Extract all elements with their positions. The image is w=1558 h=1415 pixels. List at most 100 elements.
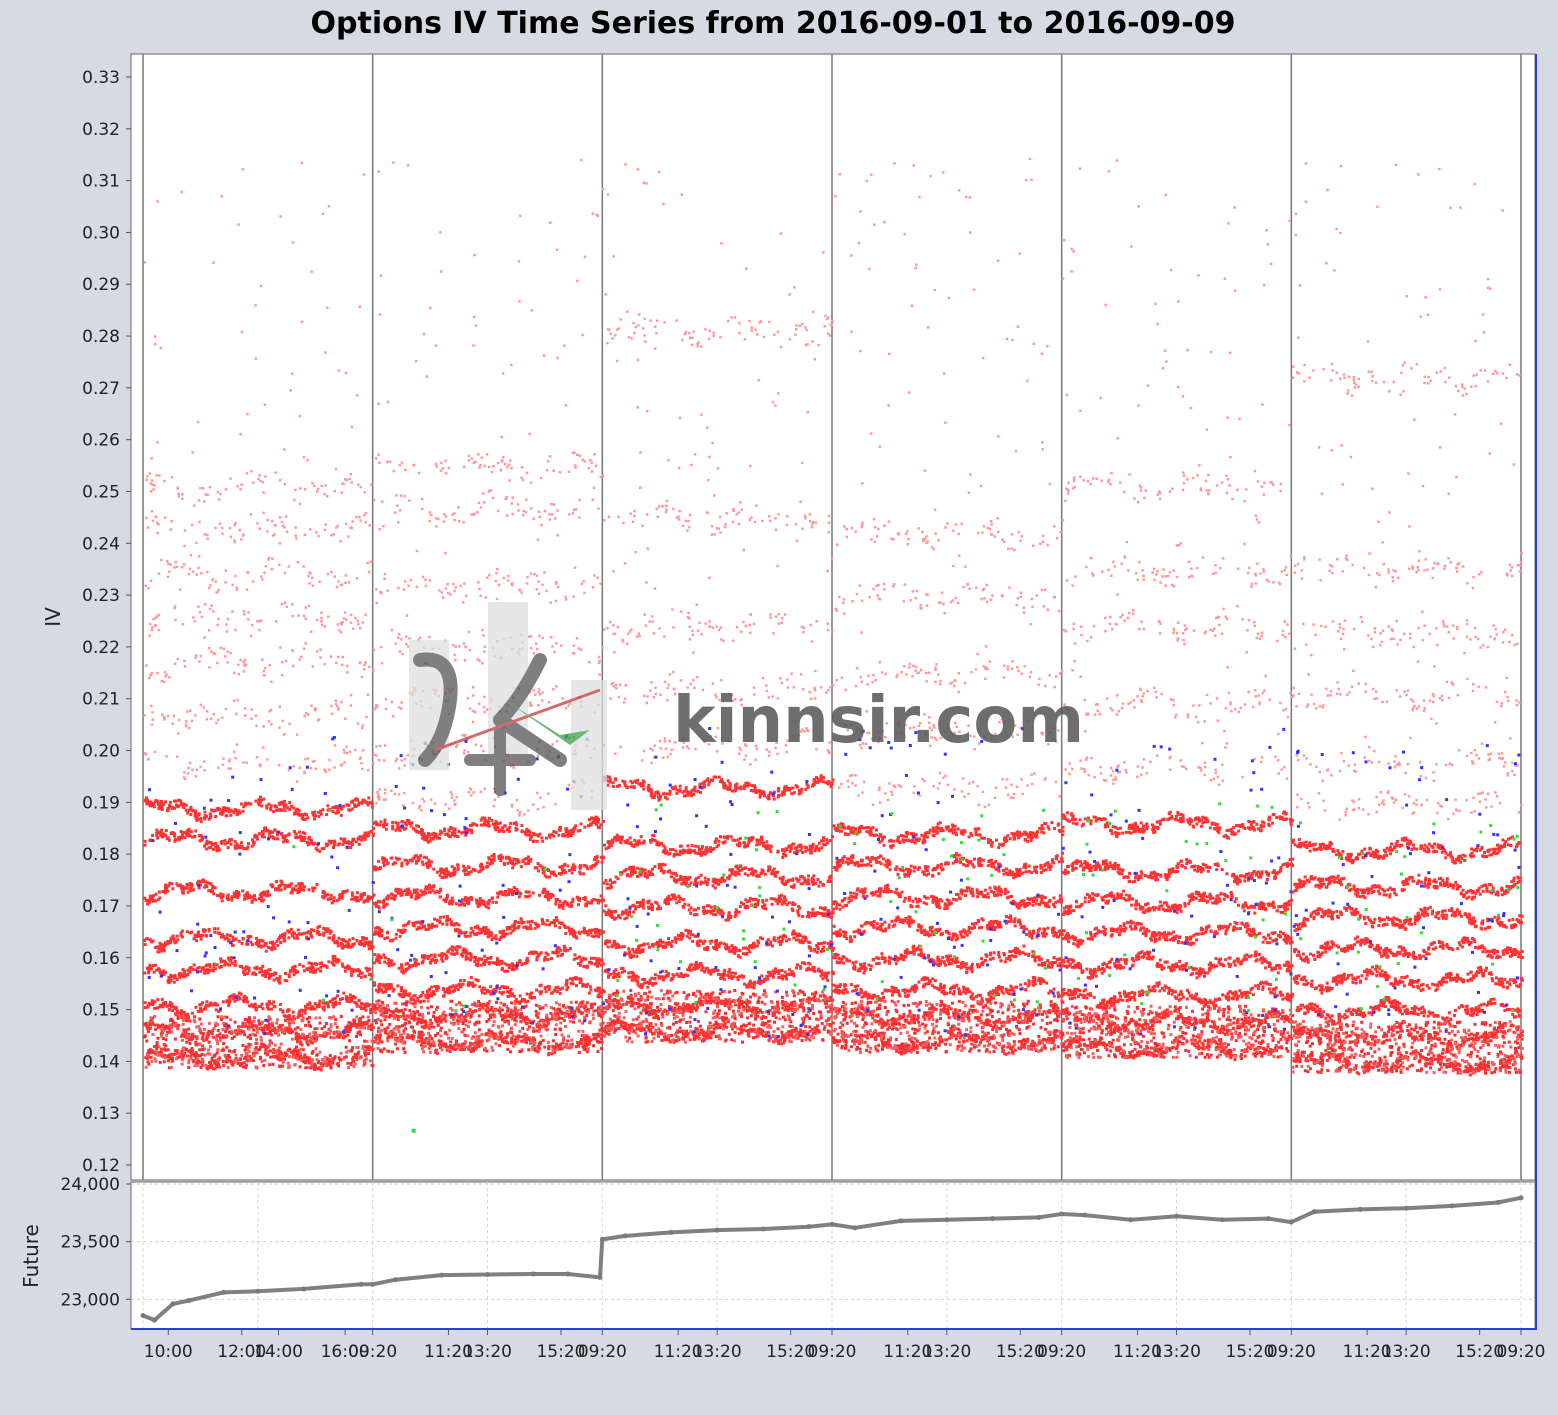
iv-point	[478, 899, 482, 903]
iv-point	[294, 526, 297, 529]
iv-point	[348, 938, 352, 942]
iv-point	[170, 1056, 174, 1060]
iv-point	[236, 998, 240, 1001]
iv-point	[370, 1023, 374, 1027]
iv-point	[344, 841, 348, 845]
iv-point	[313, 1040, 317, 1043]
iv-point	[231, 943, 235, 947]
iv-point	[278, 516, 282, 519]
iv-point	[232, 993, 236, 997]
iv-point	[296, 891, 300, 894]
iv-point	[324, 351, 327, 354]
iv-point	[296, 1015, 300, 1019]
iv-point	[146, 1021, 150, 1025]
iv-point	[174, 662, 177, 666]
iv-point	[178, 975, 182, 979]
iv-point	[260, 1028, 264, 1032]
iv-point	[294, 832, 298, 836]
iv-point	[233, 1060, 236, 1064]
iv-point	[328, 758, 331, 762]
iv-point	[324, 484, 327, 487]
iv-point	[323, 528, 327, 532]
iv-point	[303, 1011, 307, 1015]
iv-point	[311, 760, 315, 763]
iv-point	[264, 949, 268, 953]
iv-point	[321, 808, 325, 812]
iv-point	[224, 1022, 228, 1026]
iv-point	[371, 1005, 375, 1009]
iv-point	[186, 833, 189, 837]
iv-point	[294, 534, 297, 537]
iv-point	[583, 1039, 587, 1043]
iv-point	[155, 828, 159, 832]
iv-point	[242, 660, 245, 663]
iv-point	[250, 708, 253, 711]
iv-point	[170, 1026, 174, 1030]
iv-point	[268, 831, 271, 835]
iv-point	[307, 574, 310, 578]
iv-point	[560, 921, 564, 925]
iv-point	[529, 950, 533, 954]
iv-point	[594, 934, 598, 938]
iv-point	[312, 1037, 316, 1041]
iv-point	[203, 1053, 207, 1057]
iv-point	[438, 895, 442, 899]
iv-point	[271, 534, 275, 537]
iv-point	[173, 941, 177, 945]
iv-point	[478, 1041, 482, 1045]
iv-point	[432, 867, 436, 871]
iv-point	[206, 493, 209, 496]
iv-point	[249, 1037, 253, 1041]
iv-point	[348, 750, 352, 753]
iv-point	[535, 988, 539, 992]
iv-point	[550, 1052, 554, 1056]
iv-point	[277, 1033, 280, 1036]
iv-point	[149, 490, 153, 493]
iv-point	[342, 617, 346, 620]
iv-point	[209, 814, 213, 818]
iv-point	[276, 833, 279, 837]
iv-point	[367, 570, 371, 574]
iv-point	[427, 858, 431, 862]
iv-point	[372, 961, 376, 965]
iv-point	[444, 1019, 448, 1023]
iv-point	[323, 1059, 327, 1063]
iv-point	[491, 1009, 495, 1013]
iv-point	[231, 610, 234, 613]
iv-point	[495, 961, 499, 964]
iv-point	[362, 834, 366, 838]
iv-point	[297, 614, 300, 617]
iv-point	[485, 1039, 489, 1043]
iv-point	[390, 896, 394, 900]
iv-point	[382, 898, 386, 902]
iv-point	[509, 1013, 513, 1016]
iv-point	[500, 931, 504, 935]
iv-point	[561, 904, 565, 908]
iv-point	[149, 1016, 153, 1020]
iv-point	[350, 843, 354, 846]
iv-point	[532, 951, 536, 955]
iv-point	[341, 1036, 345, 1040]
iv-point	[563, 862, 567, 866]
iv-point	[204, 933, 208, 937]
iv-point	[492, 936, 496, 940]
iv-point	[405, 1035, 409, 1039]
iv-point	[307, 835, 311, 839]
iv-point	[234, 628, 237, 632]
iv-point	[276, 1057, 280, 1061]
iv-point	[285, 605, 289, 609]
iv-point	[206, 1065, 210, 1069]
iv-point	[245, 761, 248, 764]
iv-point	[324, 523, 327, 526]
iv-point	[255, 967, 259, 971]
iv-point	[229, 535, 233, 539]
iv-point	[331, 809, 335, 813]
iv-point	[320, 620, 323, 623]
iv-point	[576, 1043, 580, 1047]
iv-point	[372, 669, 375, 672]
iv-point	[516, 961, 519, 965]
iv-point	[326, 927, 330, 931]
iv-point	[190, 523, 194, 526]
iv-point	[226, 893, 230, 897]
iv-point	[376, 867, 380, 871]
